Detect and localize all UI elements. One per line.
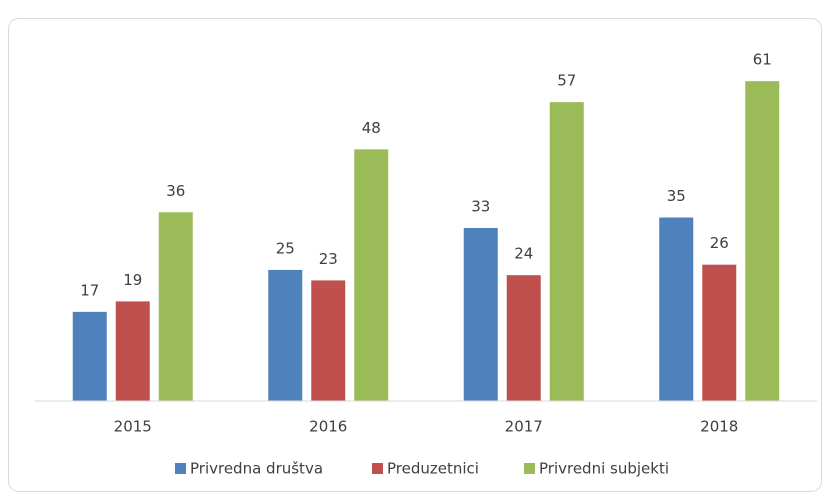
value-label: 23 bbox=[319, 250, 338, 268]
bar bbox=[72, 311, 107, 401]
legend-swatch bbox=[372, 463, 383, 474]
bar bbox=[268, 269, 303, 401]
bar bbox=[702, 264, 737, 401]
bar bbox=[659, 217, 694, 401]
value-label: 57 bbox=[557, 72, 576, 90]
bar bbox=[745, 81, 780, 401]
legend-label: Privredna društva bbox=[190, 460, 323, 478]
bar bbox=[115, 301, 150, 401]
bar bbox=[158, 212, 193, 401]
bar bbox=[354, 149, 389, 401]
value-label: 26 bbox=[710, 234, 729, 252]
x-tick-label: 2017 bbox=[505, 418, 543, 436]
chart-frame bbox=[8, 18, 822, 492]
legend-swatch bbox=[175, 463, 186, 474]
value-label: 48 bbox=[362, 119, 381, 137]
value-label: 61 bbox=[753, 51, 772, 69]
value-label: 25 bbox=[276, 239, 295, 257]
x-tick-label: 2015 bbox=[114, 418, 152, 436]
x-tick-label: 2016 bbox=[309, 418, 347, 436]
legend-label: Preduzetnici bbox=[387, 460, 479, 478]
value-label: 17 bbox=[80, 281, 99, 299]
bar bbox=[506, 275, 541, 401]
x-tick-label: 2018 bbox=[700, 418, 738, 436]
value-label: 36 bbox=[166, 182, 185, 200]
legend-swatch bbox=[524, 463, 535, 474]
legend-label: Privredni subjekti bbox=[539, 460, 669, 478]
value-label: 19 bbox=[123, 271, 142, 289]
bar bbox=[549, 102, 584, 402]
value-label: 35 bbox=[667, 187, 686, 205]
bar bbox=[463, 227, 498, 401]
bar bbox=[311, 280, 346, 401]
value-label: 24 bbox=[514, 245, 533, 263]
value-label: 33 bbox=[471, 197, 490, 215]
